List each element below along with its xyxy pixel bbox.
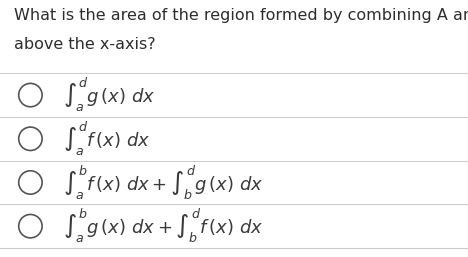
Text: What is the area of the region formed by combining A and B: What is the area of the region formed by… [14, 8, 468, 23]
Text: $\int_a^d g\,(x)\ dx$: $\int_a^d g\,(x)\ dx$ [63, 76, 156, 114]
Text: above the x-axis?: above the x-axis? [14, 37, 156, 52]
Text: $\int_a^b f\,(x)\ dx + \int_b^d g\,(x)\ dx$: $\int_a^b f\,(x)\ dx + \int_b^d g\,(x)\ … [63, 163, 263, 201]
Text: $\int_a^d f\,(x)\ dx$: $\int_a^d f\,(x)\ dx$ [63, 120, 151, 158]
Text: $\int_a^b g\,(x)\ dx + \int_b^d f\,(x)\ dx$: $\int_a^b g\,(x)\ dx + \int_b^d f\,(x)\ … [63, 207, 263, 245]
